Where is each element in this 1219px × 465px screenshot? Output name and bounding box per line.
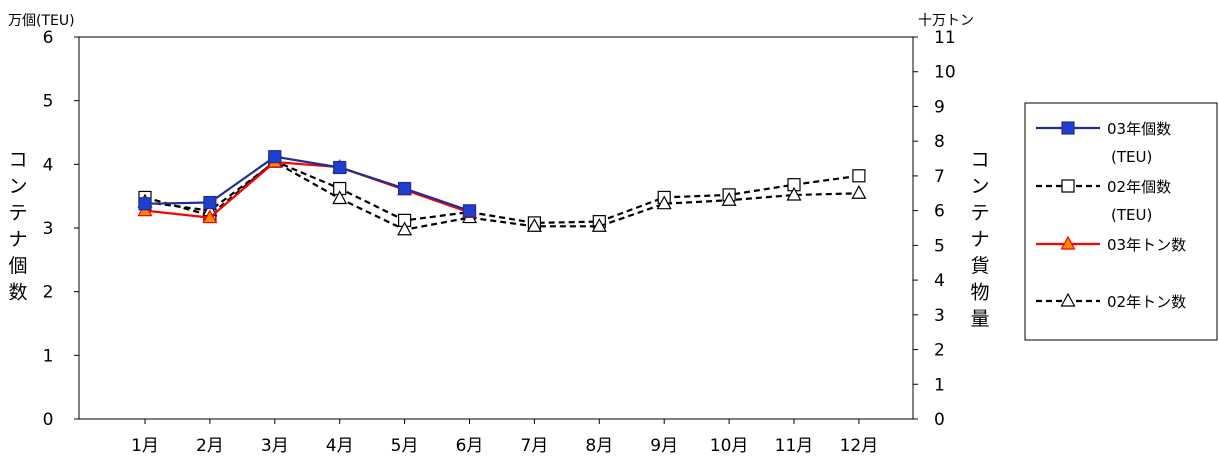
left-tick-label: 2 (43, 283, 54, 303)
axis-title-char: 個 (8, 255, 27, 277)
series-line (144, 155, 470, 212)
axis-title-char: テ (970, 202, 989, 224)
data-point (268, 150, 282, 164)
data-point (591, 218, 607, 232)
right-tick-label: 1 (934, 375, 945, 395)
right-tick-label: 0 (934, 410, 945, 430)
x-tick-label: 12月 (840, 436, 879, 456)
legend-item: 03年トン数 (1036, 235, 1186, 254)
x-tick-label: 10月 (710, 436, 749, 456)
legend-label: 02年トン数 (1107, 293, 1186, 311)
left-tick-label: 0 (43, 410, 54, 430)
legend-label: 03年トン数 (1107, 236, 1186, 254)
data-point (398, 181, 412, 196)
right-tick-label: 11 (934, 28, 956, 48)
legend-label: 03年個数 (1107, 120, 1171, 138)
series-layer (137, 150, 867, 236)
legend-sublabel: (TEU) (1111, 148, 1152, 166)
series-line (144, 160, 470, 219)
axis-title-char: コ (970, 149, 989, 171)
legend-marker (1061, 121, 1075, 135)
right-tick-label: 10 (934, 63, 956, 83)
data-point (203, 195, 217, 210)
series-0 (138, 150, 477, 218)
data-point (462, 204, 477, 218)
axis-title-char: 数 (8, 282, 27, 304)
right-tick-label: 6 (934, 202, 945, 222)
right-tick-label: 3 (934, 306, 945, 326)
axis-title-char: ン (970, 176, 989, 198)
right-tick-label: 9 (934, 97, 945, 117)
data-point (397, 221, 413, 236)
right-tick-label: 5 (934, 236, 945, 256)
x-axis-ticks: 1月 2月 3月 4月 5月 6月 7月 8月 9月 10月 11月 12月 (131, 419, 878, 456)
legend-item: 02年個数 (TEU) (1036, 178, 1171, 224)
plot-area (78, 36, 914, 420)
left-axis-unit: 万個(TEU) (8, 13, 75, 29)
legend-item: 02年トン数 (1036, 292, 1186, 311)
right-axis-ticks: 0 1 2 3 4 5 6 7 8 9 10 11 (913, 28, 956, 430)
x-tick-label: 6月 (456, 436, 484, 456)
right-tick-label: 2 (934, 341, 945, 361)
legend-marker (1060, 292, 1076, 307)
legend-marker (1061, 179, 1075, 193)
axis-title-char: ナ (8, 229, 27, 251)
axis-title-char: 貨 (970, 255, 989, 277)
axis-title-char: テ (8, 202, 27, 224)
left-tick-label: 3 (43, 219, 54, 239)
axis-title-char: 量 (970, 308, 989, 330)
left-tick-label: 6 (43, 28, 54, 48)
legend: 03年個数 (TEU) 02年個数 (TEU) 03年トン数 02年トン数 (1036, 120, 1186, 311)
x-tick-label: 1月 (131, 436, 159, 456)
x-tick-label: 2月 (196, 436, 224, 456)
x-tick-label: 3月 (261, 436, 289, 456)
axis-title-char: コ (8, 149, 27, 171)
data-point (786, 186, 802, 201)
data-point (333, 160, 347, 175)
x-tick-label: 4月 (326, 436, 354, 456)
data-point (332, 190, 348, 205)
legend-label: 02年個数 (1107, 178, 1171, 196)
left-tick-label: 1 (43, 346, 54, 366)
right-tick-label: 8 (934, 132, 945, 152)
data-point (138, 197, 152, 211)
legend-sublabel: (TEU) (1111, 206, 1152, 224)
x-tick-label: 9月 (650, 436, 678, 456)
right-tick-label: 4 (934, 271, 945, 291)
right-axis-unit: 十万トン (918, 13, 974, 29)
axis-title-char: ナ (970, 229, 989, 251)
data-point (656, 195, 672, 210)
right-tick-label: 7 (934, 167, 945, 187)
data-point (202, 209, 218, 224)
data-point (526, 218, 542, 232)
axis-title-char: 物 (970, 282, 989, 304)
legend-item: 03年個数 (TEU) (1036, 120, 1171, 166)
left-axis-ticks: 0 1 2 3 4 5 6 (43, 28, 79, 430)
x-tick-label: 8月 (585, 436, 613, 456)
x-tick-label: 11月 (775, 436, 814, 456)
left-tick-label: 5 (43, 92, 54, 112)
legend-marker (1060, 235, 1076, 250)
left-tick-label: 4 (43, 155, 54, 175)
data-point (851, 185, 867, 199)
data-point (721, 191, 737, 206)
axis-title-char: ン (8, 176, 27, 198)
data-point (852, 169, 866, 183)
x-tick-label: 7月 (520, 436, 548, 456)
series-line (144, 159, 860, 225)
x-tick-label: 5月 (391, 436, 419, 456)
